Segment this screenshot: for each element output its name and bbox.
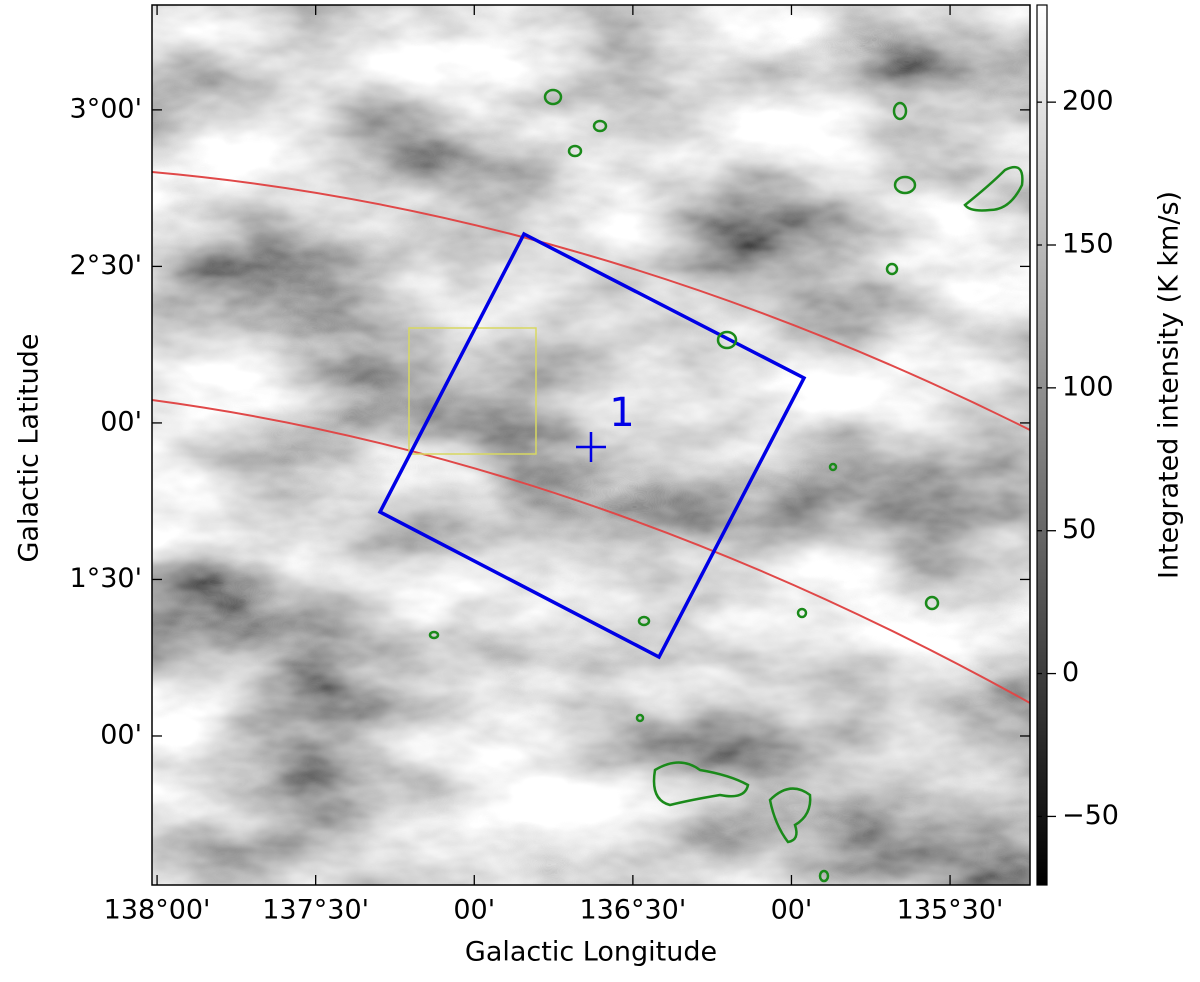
contours [428,88,1024,883]
x-tick-label: 00' [771,895,813,926]
x-tick-label: 138°00' [104,895,211,926]
yellow-box [408,327,537,455]
red-curve [152,399,1030,704]
x-tick-label: 00' [453,895,495,926]
x-axis-label: Galactic Longitude [465,937,717,968]
map-image [152,5,1030,885]
red-curve [152,171,1030,431]
colorbar-tick-label: −50 [1062,800,1119,831]
annotation: 1 [609,390,634,436]
colorbar-tick-label: 0 [1062,657,1079,688]
colorbar-tick-label: 150 [1062,229,1114,260]
x-tick-label: 135°30' [897,895,1004,926]
colorbar-tick-label: 100 [1062,371,1114,402]
y-tick-label: 1°30' [70,563,142,594]
x-tick-label: 137°30' [262,895,369,926]
colorbar-tick-label: 50 [1062,514,1096,545]
y-tick-label: 00' [100,719,142,750]
x-tick-label: 136°30' [579,895,686,926]
y-tick-label: 00' [100,406,142,437]
y-axis-label: Galactic Latitude [14,334,45,563]
colorbar-label: Integrated intensity (K km/s) [1154,191,1185,579]
y-tick-label: 3°00' [70,93,142,124]
plot-frame [151,4,1031,886]
y-tick-label: 2°30' [70,250,142,281]
colorbar [1036,4,1048,886]
colorbar-tick-label: 200 [1062,86,1114,117]
blue-box [377,231,807,660]
cross [576,432,606,462]
